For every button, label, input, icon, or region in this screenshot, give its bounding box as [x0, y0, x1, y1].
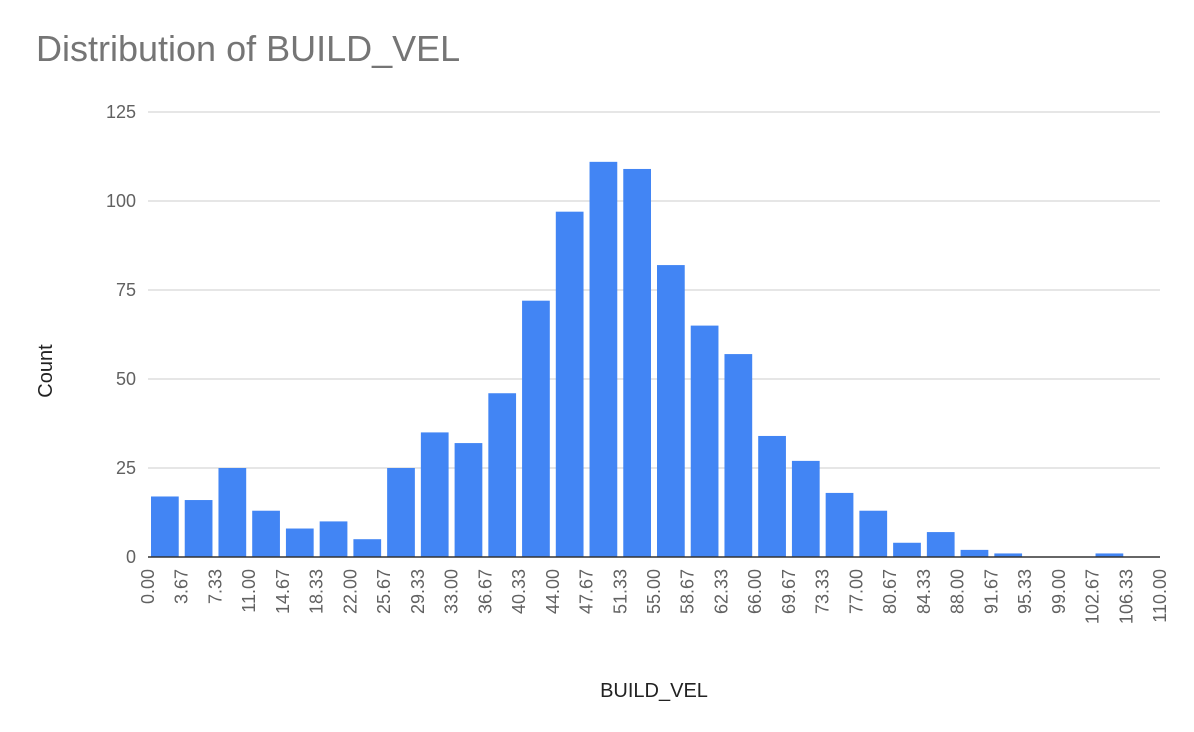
y-tick-label: 125 [106, 102, 136, 122]
x-tick-label: 11.00 [239, 569, 259, 613]
histogram-bar [960, 549, 989, 557]
x-tick-label: 40.33 [509, 569, 529, 614]
x-tick-label: 62.33 [711, 569, 731, 614]
x-tick-label: 106.33 [1116, 569, 1136, 624]
y-axis-title: Count [35, 344, 57, 398]
histogram-bar [758, 435, 786, 557]
x-tick-label: 91.67 [981, 569, 1001, 614]
x-tick-label: 102.67 [1083, 569, 1103, 624]
x-tick-label: 51.33 [610, 569, 630, 614]
histogram-bar [1095, 553, 1124, 557]
x-tick-label: 25.67 [374, 569, 394, 614]
y-tick-label: 75 [116, 280, 136, 300]
histogram-bar [994, 553, 1023, 557]
histogram-bar [926, 532, 955, 557]
y-tick-label: 50 [116, 369, 136, 389]
histogram-bar [420, 432, 449, 557]
histogram-bar [825, 492, 854, 557]
x-tick-label: 0.00 [138, 569, 158, 604]
x-tick-label: 66.00 [745, 569, 765, 614]
histogram-bar [252, 510, 280, 557]
histogram-bar [387, 468, 415, 557]
chart-title: Distribution of BUILD_VEL [36, 28, 461, 69]
histogram-bar [859, 510, 888, 557]
x-tick-label: 80.67 [880, 569, 900, 614]
histogram-bar [690, 325, 719, 557]
x-tick-label: 77.00 [846, 569, 866, 614]
histogram-bar [589, 161, 618, 557]
histogram-bar [353, 539, 382, 557]
histogram-bar [151, 496, 179, 557]
x-tick-label: 110.00 [1150, 569, 1170, 623]
histogram-bar [319, 521, 348, 557]
x-tick-label: 55.00 [644, 569, 664, 614]
histogram-bar [184, 500, 213, 557]
histogram-bar [623, 168, 651, 557]
y-tick-label: 0 [126, 547, 136, 567]
x-tick-label: 7.33 [205, 569, 225, 604]
x-tick-label: 36.67 [475, 569, 495, 614]
x-tick-label: 3.67 [172, 569, 192, 604]
x-tick-label: 33.00 [442, 569, 462, 614]
histogram-bar [454, 443, 483, 557]
y-tick-label: 25 [116, 458, 136, 478]
histogram-bar [893, 542, 921, 557]
x-tick-label: 18.33 [307, 569, 327, 614]
histogram-bar [657, 265, 685, 557]
histogram-bar [488, 393, 517, 557]
bars [151, 161, 1124, 557]
x-tick-label: 73.33 [813, 569, 833, 614]
x-tick-label: 84.33 [914, 569, 934, 614]
histogram-bar [791, 460, 820, 557]
x-tick-label: 69.67 [779, 569, 799, 614]
histogram-bar [285, 528, 314, 557]
x-tick-label: 22.00 [340, 569, 360, 614]
x-tick-label: 44.00 [543, 569, 563, 614]
gridlines [148, 111, 1160, 469]
histogram-bar [555, 211, 584, 557]
x-tick-label: 29.33 [408, 569, 428, 614]
x-axis-title: BUILD_VEL [600, 680, 708, 702]
x-tick-label: 88.00 [948, 569, 968, 614]
y-tick-labels: 0 25 50 75 100 125 [106, 102, 136, 567]
x-tick-label: 58.67 [678, 569, 698, 614]
histogram-bar [724, 354, 753, 557]
x-tick-label: 95.33 [1015, 569, 1035, 614]
histogram-bar [218, 468, 247, 557]
x-tick-label: 99.00 [1049, 569, 1069, 614]
y-tick-label: 100 [106, 191, 136, 211]
x-tick-labels: 0.00 3.67 7.33 11.00 14.67 18.33 22.00 25.67 29.… [138, 569, 1170, 624]
histogram-bar [522, 300, 550, 557]
x-tick-label: 47.67 [577, 569, 597, 614]
x-tick-label: 14.67 [273, 569, 293, 614]
